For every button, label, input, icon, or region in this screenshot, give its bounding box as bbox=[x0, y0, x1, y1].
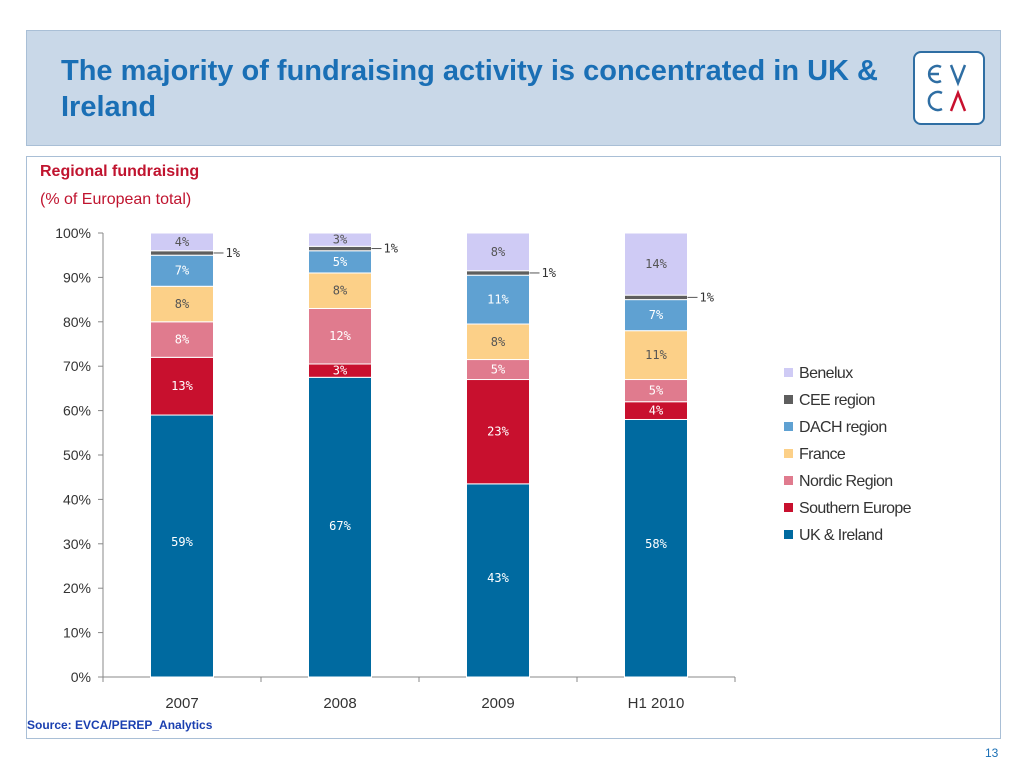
legend-label: Benelux bbox=[799, 365, 853, 382]
legend-label: CEE region bbox=[799, 392, 875, 409]
bar-data-label: 8% bbox=[491, 335, 506, 349]
legend-swatch bbox=[784, 368, 793, 377]
legend-label: DACH region bbox=[799, 419, 887, 436]
legend-swatch bbox=[784, 422, 793, 431]
bar-data-label: 7% bbox=[649, 308, 664, 322]
bar-data-label: 8% bbox=[175, 297, 190, 311]
chart-title: Regional fundraising bbox=[40, 163, 200, 180]
bar-segment bbox=[150, 232, 214, 252]
bar-data-label: 13% bbox=[171, 379, 193, 393]
legend-label: France bbox=[799, 446, 846, 463]
y-tick-label: 60% bbox=[63, 403, 91, 419]
bar-segment bbox=[466, 483, 530, 678]
bar-data-label: 8% bbox=[491, 245, 506, 259]
page-title: The majority of fundraising activity is … bbox=[61, 55, 878, 123]
bar-segment bbox=[150, 254, 214, 287]
header-banner: The majority of fundraising activity is … bbox=[26, 30, 1001, 146]
bar-data-label: 8% bbox=[333, 284, 348, 298]
legend-swatch bbox=[784, 530, 793, 539]
bar-segment bbox=[466, 379, 530, 485]
legend-swatch bbox=[784, 449, 793, 458]
source-note: Source: EVCA/PEREP_Analytics bbox=[27, 718, 213, 732]
bar-data-label: 59% bbox=[171, 535, 193, 549]
bar-data-label: 11% bbox=[645, 348, 667, 362]
bar-data-label: 1% bbox=[384, 242, 399, 256]
bar-segment bbox=[150, 356, 214, 416]
bar-segment bbox=[624, 232, 688, 296]
bar-data-label: 4% bbox=[649, 404, 664, 418]
x-tick-label: 2007 bbox=[165, 695, 198, 712]
bar-data-label: 43% bbox=[487, 571, 509, 585]
bar-data-label: 5% bbox=[333, 255, 348, 269]
legend-swatch bbox=[784, 476, 793, 485]
bar-segment bbox=[466, 232, 530, 272]
bar-segment bbox=[150, 414, 214, 678]
bar-data-label: 8% bbox=[175, 333, 190, 347]
y-tick-label: 90% bbox=[63, 269, 91, 285]
x-tick-label: H1 2010 bbox=[628, 695, 685, 712]
bar-segment bbox=[308, 232, 372, 247]
page-number: 13 bbox=[985, 746, 999, 760]
bar-data-label: 67% bbox=[329, 519, 351, 533]
bar-data-label: 11% bbox=[487, 293, 509, 307]
y-tick-label: 50% bbox=[63, 447, 91, 463]
bar-data-label: 7% bbox=[175, 264, 190, 278]
chart-subtitle: (% of European total) bbox=[40, 191, 192, 208]
y-tick-label: 0% bbox=[71, 669, 91, 685]
bar-data-label: 4% bbox=[175, 235, 190, 249]
bar-data-label: 58% bbox=[645, 537, 667, 551]
bar-segment bbox=[308, 272, 372, 309]
bar-data-label: 3% bbox=[333, 364, 348, 378]
bar-segment bbox=[624, 294, 688, 301]
bar-segment bbox=[150, 285, 214, 323]
bar-segment bbox=[466, 270, 530, 276]
y-tick-label: 100% bbox=[55, 225, 91, 241]
legend-label: Nordic Region bbox=[799, 473, 893, 490]
legend-swatch bbox=[784, 503, 793, 512]
bar-segment bbox=[150, 250, 214, 256]
legend-swatch bbox=[784, 395, 793, 404]
y-tick-label: 20% bbox=[63, 580, 91, 596]
bar-data-label: 5% bbox=[649, 384, 664, 398]
y-tick-label: 40% bbox=[63, 491, 91, 507]
x-tick-label: 2009 bbox=[481, 695, 514, 712]
bar-data-label: 14% bbox=[645, 257, 667, 271]
bar-data-label: 12% bbox=[329, 329, 351, 343]
legend-label: UK & Ireland bbox=[799, 527, 883, 544]
bar-segment bbox=[308, 245, 372, 252]
bar-segment bbox=[150, 321, 214, 358]
bar-data-label: 3% bbox=[333, 233, 348, 247]
bar-data-label: 1% bbox=[700, 290, 715, 304]
y-tick-label: 70% bbox=[63, 358, 91, 374]
bar-segment bbox=[308, 376, 372, 678]
bar-data-label: 5% bbox=[491, 363, 506, 377]
bar-data-label: 1% bbox=[542, 266, 557, 280]
bar-data-label: 1% bbox=[226, 246, 241, 260]
evca-logo bbox=[913, 51, 985, 125]
y-tick-label: 10% bbox=[63, 625, 91, 641]
bar-segment bbox=[308, 307, 372, 365]
bar-data-label: 23% bbox=[487, 425, 509, 439]
y-tick-label: 30% bbox=[63, 536, 91, 552]
y-tick-label: 80% bbox=[63, 314, 91, 330]
x-tick-label: 2008 bbox=[323, 695, 356, 712]
bar-segment bbox=[624, 299, 688, 332]
bar-segment bbox=[466, 274, 530, 325]
legend-label: Southern Europe bbox=[799, 500, 912, 517]
